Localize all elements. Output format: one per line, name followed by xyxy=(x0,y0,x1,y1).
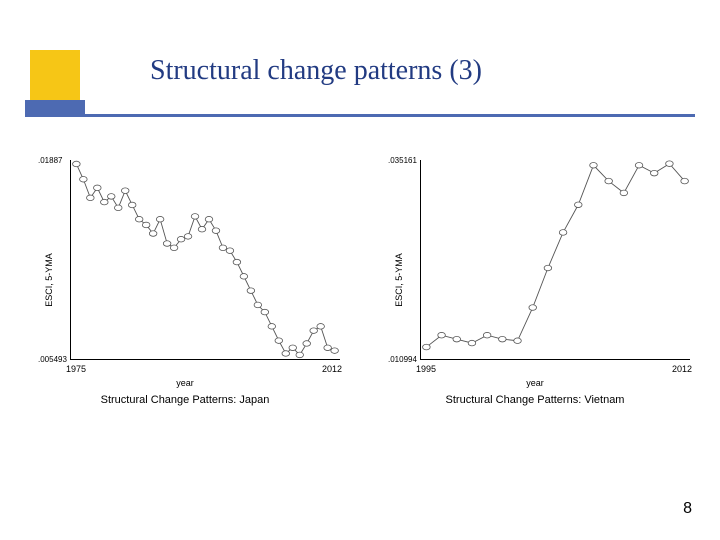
y-tick-top: .035161 xyxy=(388,156,417,165)
chart-subtitle: Structural Change Patterns: Vietnam xyxy=(446,394,625,406)
chart-subtitle: Structural Change Patterns: Japan xyxy=(101,394,270,406)
plot-area-vietnam xyxy=(420,160,690,360)
y-tick-bot: .010994 xyxy=(388,355,417,364)
x-tick-left: 1995 xyxy=(416,364,436,374)
decor-yellow-box xyxy=(30,50,80,100)
plot-svg-japan xyxy=(71,160,340,359)
x-axis-label: year xyxy=(526,378,544,388)
slide-header: Structural change patterns (3) xyxy=(0,0,720,130)
y-tick-bot: .005493 xyxy=(38,355,67,364)
plot-svg-vietnam xyxy=(421,160,690,359)
x-axis-label: year xyxy=(176,378,194,388)
y-tick-top: .01887 xyxy=(38,156,62,165)
x-tick-left: 1975 xyxy=(66,364,86,374)
decor-blue-line xyxy=(25,114,695,117)
y-axis-label: ESCI, 5-YMA xyxy=(394,253,404,307)
chart-japan: .01887 .005493 ESCI, 5-YMA 1975 2012 yea… xyxy=(20,150,350,410)
chart-vietnam: .035161 .010994 ESCI, 5-YMA 1995 2012 ye… xyxy=(370,150,700,410)
charts-row: .01887 .005493 ESCI, 5-YMA 1975 2012 yea… xyxy=(20,150,700,410)
x-tick-right: 2012 xyxy=(672,364,692,374)
plot-area-japan xyxy=(70,160,340,360)
page-number: 8 xyxy=(683,500,692,518)
slide-title: Structural change patterns (3) xyxy=(150,55,482,87)
x-tick-right: 2012 xyxy=(322,364,342,374)
y-axis-label: ESCI, 5-YMA xyxy=(44,253,54,307)
